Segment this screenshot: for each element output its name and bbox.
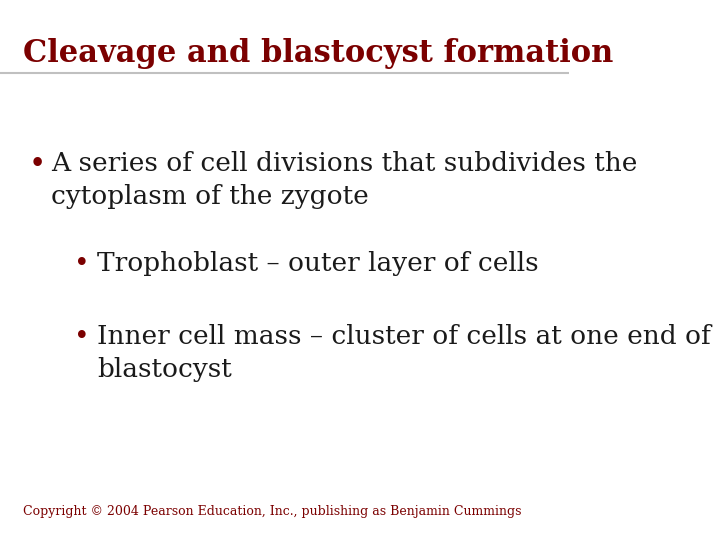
Text: •: • (29, 151, 45, 179)
Text: A series of cell divisions that subdivides the
cytoplasm of the zygote: A series of cell divisions that subdivid… (51, 151, 638, 209)
Text: •: • (74, 324, 90, 349)
Text: Trophoblast – outer layer of cells: Trophoblast – outer layer of cells (96, 251, 539, 276)
Text: Cleavage and blastocyst formation: Cleavage and blastocyst formation (23, 38, 613, 69)
Text: •: • (74, 251, 90, 276)
Text: Inner cell mass – cluster of cells at one end of
blastocyst: Inner cell mass – cluster of cells at on… (96, 324, 711, 382)
Text: Copyright © 2004 Pearson Education, Inc., publishing as Benjamin Cummings: Copyright © 2004 Pearson Education, Inc.… (23, 505, 521, 518)
